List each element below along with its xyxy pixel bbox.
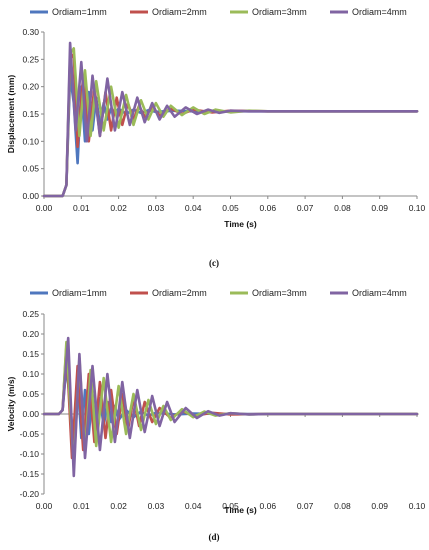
x-tick-label: 0.05	[222, 501, 239, 511]
x-tick-label: 0.02	[110, 501, 127, 511]
legend-label: Ordiam=2mm	[152, 7, 207, 17]
y-axis-title: Displacement (mm)	[6, 75, 16, 154]
legend-label: Ordiam=4mm	[352, 7, 407, 17]
chart-displacement: Ordiam=1mm Ordiam=2mm Ordiam=3mm Ordiam=4mm…	[6, 7, 426, 268]
x-tick-label: 0.09	[371, 203, 388, 213]
y-tick-label: -0.15	[20, 469, 40, 479]
legend-label: Ordiam=3mm	[252, 7, 307, 17]
y-tick-label: 0.10	[22, 369, 39, 379]
y-tick-label: -0.20	[20, 489, 40, 499]
x-tick-label: 0.10	[409, 203, 426, 213]
y-tick-label: -0.10	[20, 449, 40, 459]
x-tick-label: 0.07	[297, 203, 314, 213]
x-tick-label: 0.04	[185, 501, 202, 511]
series-line-4	[42, 336, 419, 478]
y-tick-label: 0.15	[22, 109, 39, 119]
chart-velocity: Ordiam=1mm Ordiam=2mm Ordiam=3mm Ordiam=4mm…	[6, 288, 426, 542]
y-tick-label: 0.05	[22, 164, 39, 174]
series-line-4	[42, 41, 419, 198]
x-tick-label: 0.01	[73, 501, 90, 511]
x-tick-label: 0.06	[260, 501, 277, 511]
y-tick-label: 0.25	[22, 309, 39, 319]
x-tick-label: 0.01	[73, 203, 90, 213]
figure-caption: (d)	[209, 532, 220, 542]
y-tick-label: -0.05	[20, 429, 40, 439]
y-tick-label: 0.05	[22, 389, 39, 399]
legend-label: Ordiam=2mm	[152, 288, 207, 298]
x-tick-label: 0.03	[148, 203, 165, 213]
x-tick-label: 0.09	[371, 501, 388, 511]
series-line-3	[42, 47, 419, 198]
y-tick-label: 0.30	[22, 27, 39, 37]
legend-label: Ordiam=4mm	[352, 288, 407, 298]
x-tick-label: 0.00	[36, 501, 53, 511]
x-tick-label: 0.10	[409, 501, 426, 511]
x-tick-label: 0.08	[334, 203, 351, 213]
x-tick-label: 0.05	[222, 203, 239, 213]
x-tick-label: 0.04	[185, 203, 202, 213]
y-axis-title: Velocity (m/s)	[6, 376, 16, 431]
x-tick-label: 0.03	[148, 501, 165, 511]
x-tick-label: 0.00	[36, 203, 53, 213]
figure-caption: (c)	[209, 258, 219, 268]
legend-label: Ordiam=3mm	[252, 288, 307, 298]
x-tick-label: 0.02	[110, 203, 127, 213]
y-tick-label: 0.00	[22, 191, 39, 201]
x-axis-title: Time (s)	[224, 219, 257, 229]
y-tick-label: 0.25	[22, 54, 39, 64]
y-tick-label: 0.15	[22, 349, 39, 359]
y-tick-label: 0.20	[22, 82, 39, 92]
x-tick-label: 0.06	[260, 203, 277, 213]
y-tick-label: 0.00	[22, 409, 39, 419]
x-tick-label: 0.07	[297, 501, 314, 511]
y-tick-label: 0.10	[22, 136, 39, 146]
legend-label: Ordiam=1mm	[52, 7, 107, 17]
x-axis-title: Time (s)	[224, 505, 257, 515]
series-line-2	[42, 52, 419, 198]
y-tick-label: 0.20	[22, 329, 39, 339]
x-tick-label: 0.08	[334, 501, 351, 511]
legend-label: Ordiam=1mm	[52, 288, 107, 298]
